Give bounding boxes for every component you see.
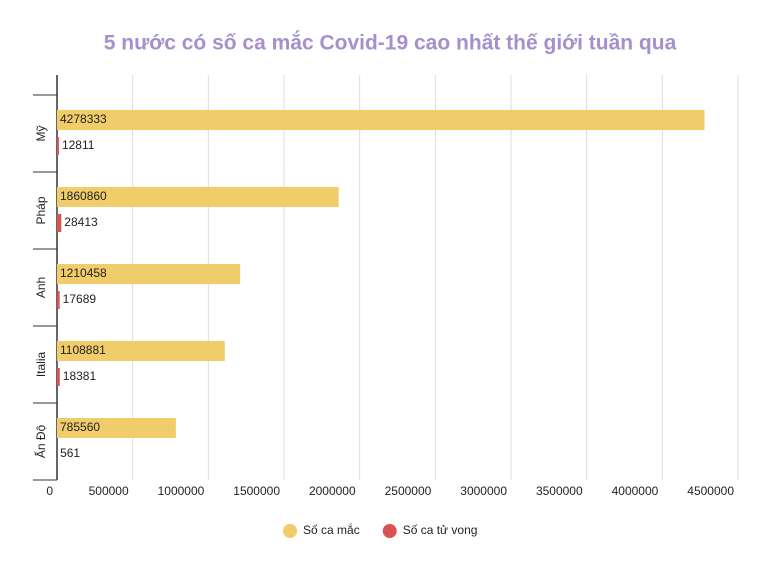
legend-marker [383,524,397,538]
x-tick-label: 4000000 [612,484,659,498]
legend-label: Số ca mắc [303,522,360,537]
x-tick-label: 500000 [89,484,129,498]
data-label: 785560 [60,420,100,434]
chart-title: 5 nước có số ca mắc Covid-19 cao nhất th… [104,31,677,55]
y-tick-label: Mỹ [34,126,48,142]
x-tick-label: 2500000 [385,484,432,498]
data-label: 561 [60,446,80,460]
bar [57,137,59,155]
bar [57,291,60,309]
y-tick-label: Ấn Độ [33,425,48,459]
data-label: 18381 [63,369,97,383]
y-tick-label: Pháp [34,196,48,224]
bar [57,214,61,232]
bar [57,110,704,130]
x-tick-label: 3500000 [536,484,583,498]
data-label: 4278333 [60,112,107,126]
data-label: 17689 [63,292,97,306]
x-tick-label: 4500000 [687,484,734,498]
legend-label: Số ca tử vong [403,523,478,537]
data-label: 1860860 [60,189,107,203]
y-tick-label: Italia [34,352,48,378]
data-label: 12811 [62,138,95,152]
bar [57,368,60,386]
y-tick-label: Anh [34,277,48,298]
x-tick-label: 1000000 [158,484,205,498]
data-label: 28413 [64,215,98,229]
x-tick-label: 1500000 [233,484,280,498]
data-label: 1108881 [60,343,106,357]
data-label: 1210458 [60,266,107,280]
x-tick-label: 2000000 [309,484,356,498]
x-tick-label: 3000000 [460,484,507,498]
x-tick-label: 0 [46,484,53,498]
legend-marker [283,524,297,538]
